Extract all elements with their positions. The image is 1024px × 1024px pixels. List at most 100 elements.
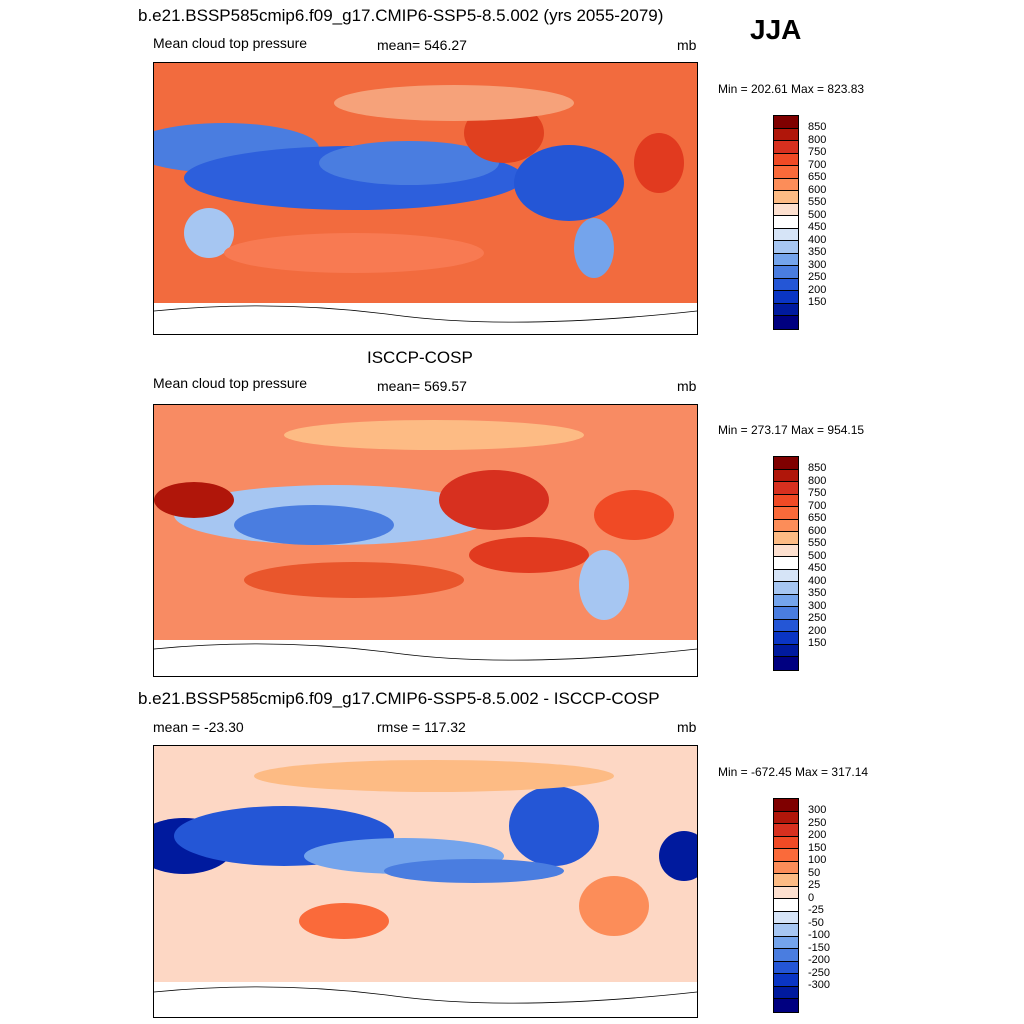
colorbar-swatch (774, 949, 798, 962)
panel-1-units: mb (677, 37, 697, 53)
colorbar-swatch (774, 469, 798, 483)
panel-1-colorbar (773, 115, 799, 330)
colorbar-tick-label: 450 (808, 221, 827, 234)
colorbar-tick-label: 100 (808, 854, 827, 867)
colorbar-tick-label: 400 (808, 574, 827, 587)
colorbar-tick-label: -25 (808, 904, 824, 917)
panel-3-map (153, 745, 698, 1018)
colorbar-tick-label: 750 (808, 146, 827, 159)
colorbar-tick-label: 50 (808, 866, 821, 879)
colorbar-swatch (774, 824, 798, 837)
colorbar-tick-label: 200 (808, 829, 827, 842)
colorbar-tick-label: 350 (808, 246, 827, 259)
colorbar-swatch (774, 644, 798, 658)
colorbar-swatch (774, 116, 798, 129)
colorbar-tick-label: 200 (808, 624, 827, 637)
colorbar-tick-label: -300 (808, 979, 831, 992)
colorbar-tick-label: 300 (808, 804, 827, 817)
panel-2-map (153, 404, 698, 677)
colorbar-swatch (774, 886, 798, 900)
colorbar-swatch (774, 582, 798, 595)
season-label: JJA (750, 14, 802, 45)
colorbar-tick-label: 500 (808, 208, 827, 221)
colorbar-swatch (774, 153, 798, 167)
colorbar-swatch (774, 657, 798, 670)
colorbar-tick-label: 150 (808, 637, 827, 650)
panel-3-units: mb (677, 719, 697, 735)
colorbar-swatch (774, 619, 798, 633)
colorbar-tick-label: -100 (808, 929, 831, 942)
colorbar-swatch (774, 203, 798, 217)
colorbar-swatch (774, 632, 798, 645)
colorbar-tick-label: 250 (808, 816, 827, 829)
colorbar-swatch (774, 141, 798, 154)
colorbar-tick-label: 300 (808, 599, 827, 612)
colorbar-tick-label: 550 (808, 196, 827, 209)
colorbar-tick-label: 850 (808, 462, 827, 475)
colorbar-tick-label: -250 (808, 966, 831, 979)
colorbar-swatch (774, 961, 798, 975)
panel-1-left-label: Mean cloud top pressure (153, 35, 308, 51)
colorbar-swatch (774, 507, 798, 520)
panel-3-rmse-label: rmse = 117.32 (377, 719, 466, 735)
colorbar-swatch (774, 494, 798, 508)
colorbar-tick-label: 800 (808, 474, 827, 487)
colorbar-swatch (774, 569, 798, 583)
panel-3-minmax: Min = -672.45 Max = 317.14 (718, 765, 869, 779)
colorbar-tick-label: 150 (808, 841, 827, 854)
colorbar-tick-label: 550 (808, 537, 827, 550)
panel-1-map (153, 62, 698, 335)
panel-3-colorbar (773, 798, 799, 1013)
colorbar-tick-label: 250 (808, 271, 827, 284)
colorbar-swatch (774, 861, 798, 875)
colorbar-swatch (774, 999, 798, 1012)
colorbar-tick-label: 650 (808, 171, 827, 184)
panel-1-mean-label: mean= 546.27 (377, 37, 467, 53)
panel-2-title: ISCCP-COSP (367, 348, 473, 367)
colorbar-swatch (774, 278, 798, 292)
colorbar-swatch (774, 849, 798, 862)
colorbar-swatch (774, 241, 798, 254)
colorbar-swatch (774, 799, 798, 812)
colorbar-swatch (774, 911, 798, 925)
colorbar-swatch (774, 166, 798, 179)
colorbar-swatch (774, 594, 798, 608)
colorbar-swatch (774, 128, 798, 142)
colorbar-swatch (774, 811, 798, 825)
panel-2-left-label: Mean cloud top pressure (153, 375, 308, 391)
colorbar-swatch (774, 303, 798, 317)
colorbar-swatch (774, 899, 798, 912)
colorbar-tick-label: 500 (808, 549, 827, 562)
colorbar-swatch (774, 874, 798, 887)
colorbar-tick-label: 350 (808, 587, 827, 600)
colorbar-tick-label: 150 (808, 296, 827, 309)
colorbar-tick-label: -150 (808, 941, 831, 954)
colorbar-tick-label: 200 (808, 283, 827, 296)
panel-3-mean-label: mean = -23.30 (153, 719, 244, 735)
colorbar-swatch (774, 544, 798, 558)
colorbar-swatch (774, 607, 798, 620)
colorbar-tick-label: 300 (808, 258, 827, 271)
colorbar-swatch (774, 532, 798, 545)
colorbar-swatch (774, 291, 798, 304)
colorbar-tick-label: 700 (808, 158, 827, 171)
colorbar-swatch (774, 924, 798, 937)
colorbar-tick-label: 0 (808, 891, 815, 904)
colorbar-swatch (774, 986, 798, 1000)
colorbar-tick-label: 800 (808, 133, 827, 146)
colorbar-swatch (774, 266, 798, 279)
colorbar-tick-label: 600 (808, 524, 827, 537)
colorbar-swatch (774, 457, 798, 470)
colorbar-swatch (774, 178, 798, 192)
colorbar-tick-label: 750 (808, 487, 827, 500)
colorbar-tick-label: 600 (808, 183, 827, 196)
colorbar-tick-label: 25 (808, 879, 821, 892)
panel-1-title: b.e21.BSSP585cmip6.f09_g17.CMIP6-SSP5-8.… (138, 6, 664, 25)
colorbar-swatch (774, 253, 798, 267)
colorbar-tick-label: 450 (808, 562, 827, 575)
panel-2-mean-label: mean= 569.57 (377, 378, 467, 394)
colorbar-swatch (774, 519, 798, 533)
colorbar-tick-label: 700 (808, 499, 827, 512)
colorbar-swatch (774, 482, 798, 495)
colorbar-swatch (774, 228, 798, 242)
